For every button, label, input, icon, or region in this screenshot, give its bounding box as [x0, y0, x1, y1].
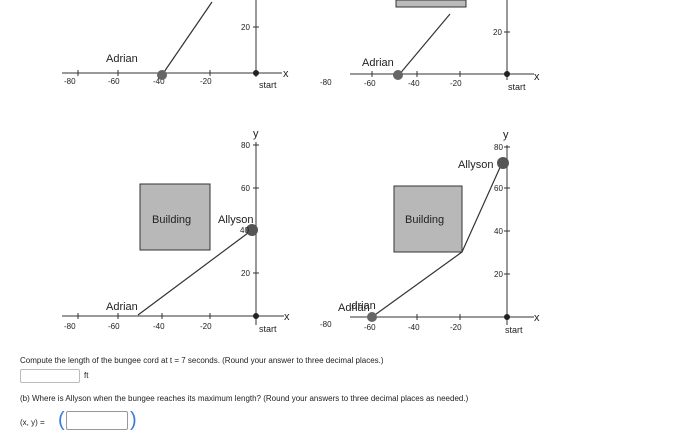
x-tick-neg80: -80	[64, 322, 76, 331]
x-tick-neg20: -20	[200, 77, 212, 86]
bottom-right-adrian-label: Adrian	[338, 302, 370, 314]
x-tick-neg40: -40	[153, 77, 165, 86]
svg-text:Adrian: Adrian	[338, 302, 370, 314]
person-adrian-label: Adrian	[106, 301, 138, 313]
x-axis-label: x	[284, 311, 290, 323]
question-b-text: (b) Where is Allyson when the bungee rea…	[20, 394, 469, 403]
allyson-dot	[246, 224, 258, 236]
y-tick-80: 80	[494, 143, 503, 152]
answer-b-open-paren: (	[58, 409, 65, 431]
x-axis-label: x	[534, 312, 540, 324]
svg-text:-80: -80	[320, 78, 332, 87]
allyson-y-value: 40	[240, 226, 249, 235]
x-tick-neg20: -20	[200, 322, 212, 331]
x-tick-neg60: -60	[364, 79, 376, 88]
start-dot	[504, 71, 510, 77]
x-tick-neg40: -40	[408, 323, 420, 332]
start-dot	[504, 314, 510, 320]
panel-top-left: 20 -80 -60 -40 -20 x Adrian start	[62, 0, 289, 90]
top-right-neg80: -80	[320, 78, 332, 87]
panel-bottom-left: y 80 60 20 Building Allyson 40 -80 -60 -…	[62, 128, 290, 334]
person-allyson-label: Allyson	[458, 159, 493, 171]
y-tick-20: 20	[241, 269, 250, 278]
answer-b-input[interactable]	[66, 411, 128, 430]
building	[393, 185, 463, 253]
y-axis-label: y	[253, 128, 259, 140]
x-tick-neg60: -60	[364, 323, 376, 332]
person-adrian-label: Adrian	[362, 57, 394, 69]
adrian-dot	[393, 70, 403, 80]
building-label: Building	[152, 214, 191, 226]
panel-bottom-right: y 80 60 40 20 Building Allyson -60 -40 -…	[350, 129, 540, 335]
person-allyson-label: Allyson	[218, 214, 253, 226]
x-tick-neg40: -40	[153, 322, 165, 331]
answer-b-close-paren: )	[130, 409, 137, 431]
answer-a-unit: ft	[84, 371, 89, 380]
x-tick-neg60: -60	[108, 322, 120, 331]
start-dot	[253, 313, 259, 319]
adrian-dot	[367, 312, 377, 322]
svg-text:-80: -80	[320, 320, 332, 329]
y-tick-20: 20	[493, 28, 502, 37]
answer-b-label: (x, y) =	[20, 418, 45, 427]
question-a-text: Compute the length of the bungee cord at…	[20, 356, 384, 365]
start-label: start	[259, 80, 277, 90]
start-label: start	[508, 82, 526, 92]
x-tick-neg20: -20	[450, 79, 462, 88]
x-tick-neg80: -80	[64, 77, 76, 86]
y-tick-20: 20	[241, 23, 250, 32]
allyson-dot	[497, 157, 509, 169]
start-label: start	[505, 325, 523, 335]
bungee-cord	[137, 229, 253, 316]
y-axis-label: y	[503, 129, 509, 141]
person-adrian-label: Adrian	[350, 300, 376, 312]
start-label: start	[259, 324, 277, 334]
x-axis-label: x	[283, 68, 289, 80]
y-tick-60: 60	[494, 184, 503, 193]
y-tick-80: 80	[241, 141, 250, 150]
bungee-cord	[371, 162, 503, 318]
adrian-dot	[157, 70, 167, 80]
x-tick-neg20: -20	[450, 323, 462, 332]
x-tick-neg40: -40	[408, 79, 420, 88]
x-axis-label: x	[534, 71, 540, 83]
y-tick-20: 20	[494, 270, 503, 279]
bottom-right-neg80: -80	[320, 320, 332, 329]
panel-top-right: 20 -60 -40 -20 x Adrian start	[350, 0, 540, 92]
y-tick-40: 40	[494, 227, 503, 236]
building-top-edge	[395, 0, 467, 8]
y-tick-60: 60	[241, 184, 250, 193]
building-label: Building	[405, 214, 444, 226]
building	[139, 183, 211, 251]
start-dot	[253, 70, 259, 76]
x-tick-neg60: -60	[108, 77, 120, 86]
person-adrian-label: Adrian	[106, 53, 138, 65]
bungee-cord	[161, 1, 213, 76]
answer-a-input[interactable]	[20, 369, 80, 383]
bungee-cord	[397, 13, 451, 77]
